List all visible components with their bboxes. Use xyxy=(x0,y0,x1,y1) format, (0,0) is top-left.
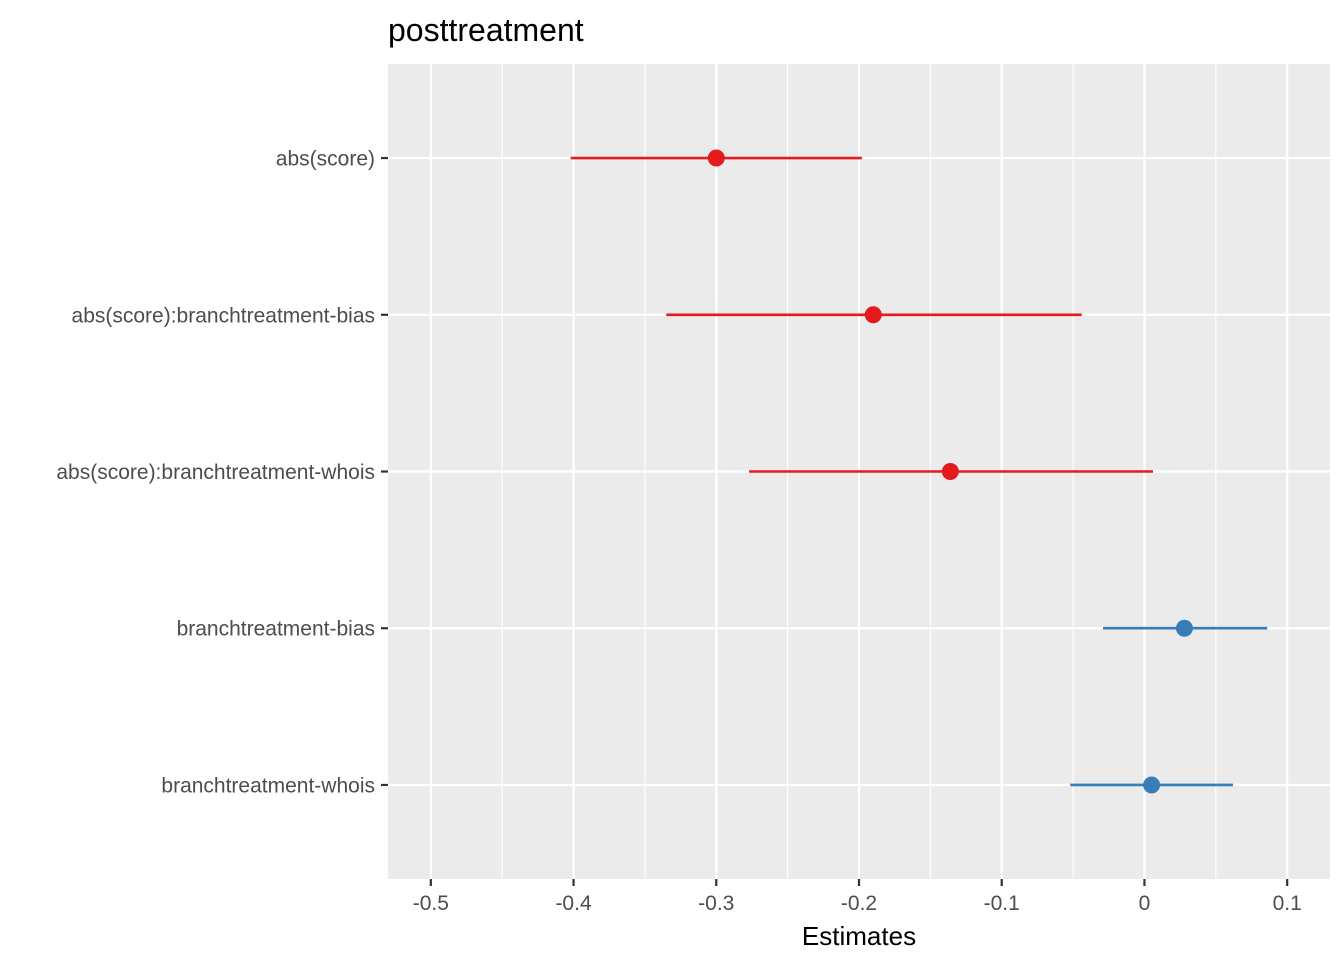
x-tick-label: -0.4 xyxy=(555,892,592,915)
y-tick-label: branchtreatment-whois xyxy=(161,774,375,797)
x-tick-label: -0.2 xyxy=(841,892,877,915)
x-tick-label: 0 xyxy=(1139,892,1151,915)
x-tick-label: -0.5 xyxy=(413,892,449,915)
x-axis: -0.5 -0.4 -0.3 -0.2 -0.1 0 0.1 xyxy=(413,879,1302,915)
y-tick-label: abs(score):branchtreatment-bias xyxy=(72,304,375,327)
estimate-point xyxy=(1143,776,1161,794)
estimate-point xyxy=(941,463,959,480)
y-tick-label: abs(score) xyxy=(276,148,375,171)
y-tick-label: branchtreatment-bias xyxy=(177,618,375,641)
estimate-point xyxy=(864,306,882,324)
estimate-point xyxy=(1175,619,1193,637)
y-tick-label: abs(score):branchtreatment-whois xyxy=(56,461,375,484)
estimate-marks xyxy=(570,149,1268,794)
x-tick-label: -0.3 xyxy=(698,892,734,915)
chart-title: posttreatment xyxy=(388,12,584,48)
x-axis-label: Estimates xyxy=(802,921,916,951)
estimate-point xyxy=(707,149,725,167)
x-tick-label: -0.1 xyxy=(984,892,1020,915)
x-tick-label: 0.1 xyxy=(1273,892,1302,915)
y-axis: abs(score) abs(score):branchtreatment-bia… xyxy=(56,148,388,797)
